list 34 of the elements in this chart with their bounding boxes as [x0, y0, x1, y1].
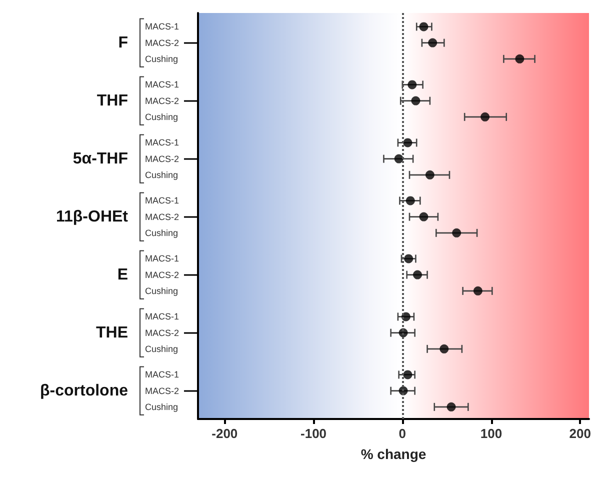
- y-tick-label: MACS-2: [145, 270, 180, 280]
- y-tick-label: MACS-2: [145, 96, 180, 106]
- text: F: [118, 34, 128, 52]
- text: 11β-OHEt: [56, 208, 129, 226]
- y-tick-label: MACS-1: [145, 138, 180, 148]
- y-tick-label: MACS-1: [145, 22, 180, 32]
- y-tick-label: MACS-2: [145, 386, 180, 396]
- y-tick-label: MACS-1: [145, 370, 180, 380]
- x-tick-label: -200: [212, 426, 238, 441]
- text: THE: [96, 324, 128, 342]
- y-tick-label: Cushing: [145, 228, 178, 238]
- text: E: [117, 266, 128, 284]
- text: 5α-THF: [72, 150, 128, 168]
- x-tick-label: -100: [300, 426, 327, 441]
- y-tick-label: MACS-2: [145, 212, 180, 222]
- y-tick-label: Cushing: [145, 112, 178, 122]
- y-tick-label: MACS-1: [145, 254, 180, 264]
- y-tick-label: Cushing: [145, 286, 178, 296]
- y-tick-label: Cushing: [145, 54, 178, 64]
- text: β-cortolone: [40, 382, 128, 400]
- y-tick-label: MACS-1: [145, 312, 180, 322]
- y-tick-label: Cushing: [145, 170, 178, 180]
- y-tick-label: MACS-1: [145, 80, 180, 90]
- x-axis-title: % change: [360, 446, 426, 462]
- y-tick-label: MACS-2: [145, 328, 180, 338]
- y-tick-label: Cushing: [145, 344, 178, 354]
- x-tick-label: 0: [398, 426, 406, 441]
- y-tick-label: MACS-2: [145, 38, 180, 48]
- y-tick-label: MACS-2: [145, 154, 180, 164]
- y-tick-label: MACS-1: [145, 196, 180, 206]
- x-tick-label: 100: [480, 426, 502, 441]
- text: THF: [96, 92, 128, 110]
- y-tick-label: Cushing: [145, 402, 178, 412]
- x-tick-label: 200: [569, 426, 591, 441]
